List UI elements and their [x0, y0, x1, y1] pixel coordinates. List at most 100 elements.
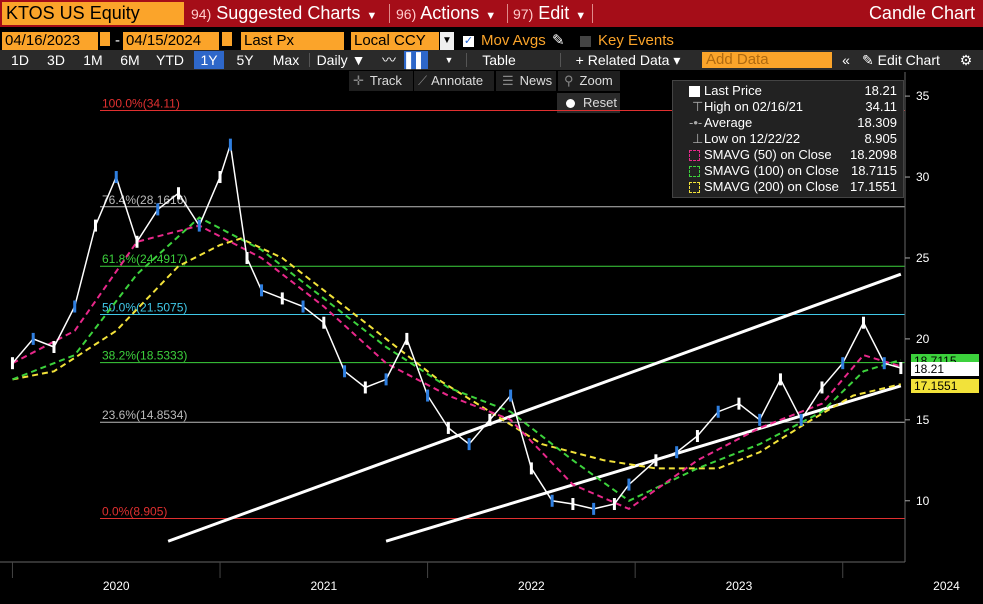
- calendar-icon[interactable]: [222, 32, 232, 46]
- chevron-down-icon[interactable]: ▼: [440, 32, 454, 50]
- fib-level-label: 100.0%(34.11): [102, 97, 180, 111]
- news-tool[interactable]: ☰ News: [496, 71, 556, 91]
- legend-last-price[interactable]: Last Price 18.21: [673, 83, 905, 99]
- news-icon: ☰: [502, 73, 514, 88]
- average-marker-icon: -•-: [689, 115, 703, 130]
- legend-average[interactable]: -•- Average 18.309: [673, 115, 905, 131]
- edit-chart-label: Edit Chart: [877, 52, 940, 68]
- actions-menu[interactable]: 96) Actions ▼: [396, 2, 496, 25]
- annotate-label: Annotate: [431, 73, 484, 88]
- line-chart-icon[interactable]: 〰: [382, 52, 396, 68]
- pencil-icon[interactable]: ✎: [552, 32, 565, 49]
- range-ytd[interactable]: YTD: [156, 52, 184, 68]
- menu-label: Actions: [420, 3, 480, 23]
- related-data-button[interactable]: + Related Data ▾: [575, 52, 681, 68]
- y-tick-label: 10: [916, 494, 930, 508]
- table-button[interactable]: Table: [482, 52, 516, 68]
- price-candle: [197, 219, 201, 232]
- price-candle: [488, 413, 492, 426]
- menu-number: 97): [513, 6, 534, 22]
- collapse-icon[interactable]: «: [842, 52, 850, 68]
- ticker-field[interactable]: KTOS US Equity: [2, 2, 184, 25]
- x-tick-label: 2023: [726, 579, 753, 593]
- range-max[interactable]: Max: [272, 52, 300, 68]
- price-candle: [301, 300, 305, 313]
- reset-button[interactable]: Reset: [557, 93, 620, 113]
- range-6m[interactable]: 6M: [120, 52, 140, 68]
- range-1m[interactable]: 1M: [83, 52, 103, 68]
- reset-label: Reset: [583, 95, 617, 110]
- legend-label: SMAVG (100) on Close: [704, 163, 839, 178]
- currency-select[interactable]: Local CCY: [351, 32, 439, 50]
- edit-chart-button[interactable]: ✎ Edit Chart: [862, 51, 952, 69]
- annotate-tool[interactable]: ⟋ Annotate: [414, 71, 494, 91]
- price-candle: [446, 421, 450, 434]
- legend-value: 18.21: [864, 83, 897, 98]
- menu-number: 94): [191, 6, 212, 22]
- candle-chart-icon[interactable]: ▌▌: [404, 51, 428, 69]
- mov-avgs-checkbox[interactable]: ✓: [463, 35, 474, 47]
- track-label: Track: [369, 73, 402, 88]
- price-candle: [156, 203, 160, 216]
- price-candle: [218, 171, 222, 184]
- price-candle: [841, 357, 845, 370]
- range-3d[interactable]: 3D: [47, 52, 65, 68]
- range-1d[interactable]: 1D: [11, 52, 29, 68]
- price-candle: [31, 332, 35, 345]
- range-1y[interactable]: 1Y: [194, 51, 224, 69]
- square-swatch-icon: [689, 86, 700, 97]
- frequency-select[interactable]: Daily ▼: [316, 52, 366, 68]
- price-candle: [280, 292, 284, 305]
- price-candle: [529, 462, 533, 475]
- low-marker-icon: ⊥: [692, 131, 704, 146]
- track-tool[interactable]: ✛ Track: [349, 71, 413, 91]
- price-candle: [343, 365, 347, 378]
- moving-average-line: [12, 224, 902, 511]
- legend-smavg-100[interactable]: SMAVG (100) on Close 18.7115: [673, 163, 905, 179]
- range-5y[interactable]: 5Y: [236, 52, 254, 68]
- legend-label: Low on 12/22/22: [704, 131, 801, 146]
- key-events-checkbox[interactable]: [580, 36, 591, 47]
- news-label: News: [519, 73, 553, 88]
- legend-low[interactable]: ⊥ Low on 12/22/22 8.905: [673, 131, 905, 147]
- price-candle: [260, 284, 264, 297]
- end-date-input[interactable]: 04/15/2024: [123, 32, 219, 50]
- date-dash: -: [115, 32, 120, 49]
- legend-label: Last Price: [704, 83, 762, 98]
- dashed-swatch-icon: [689, 182, 700, 193]
- fib-level-label: 61.8%(24.4917): [102, 252, 187, 266]
- moving-average-line: [12, 216, 902, 502]
- price-tag-last: 18.21: [911, 362, 979, 376]
- zoom-label: Zoom: [579, 73, 613, 88]
- chevron-down-icon[interactable]: ▼: [444, 55, 454, 65]
- fib-level-label: 76.4%(28.1616): [102, 193, 187, 207]
- legend-smavg-200[interactable]: SMAVG (200) on Close 17.1551: [673, 179, 905, 195]
- edit-menu[interactable]: 97) Edit ▼: [513, 2, 586, 25]
- field-select[interactable]: Last Px: [241, 32, 344, 50]
- radio-icon: [566, 99, 575, 108]
- price-candle: [135, 235, 139, 248]
- price-candle: [467, 438, 471, 451]
- key-events-label: Key Events: [598, 32, 674, 49]
- price-candle: [882, 357, 886, 370]
- x-tick-label: 2024: [933, 579, 960, 593]
- legend-smavg-50[interactable]: SMAVG (50) on Close 18.2098: [673, 147, 905, 163]
- fib-level-label: 38.2%(18.5333): [102, 349, 187, 363]
- legend-label: SMAVG (200) on Close: [704, 179, 839, 194]
- calendar-icon[interactable]: [100, 32, 110, 46]
- price-candle: [675, 446, 679, 459]
- legend-high[interactable]: ⊤ High on 02/16/21 34.11: [673, 99, 905, 115]
- suggested-charts-menu[interactable]: 94) Suggested Charts ▼: [191, 2, 377, 25]
- add-data-input[interactable]: Add Data: [702, 52, 832, 68]
- price-candle: [509, 389, 513, 402]
- price-candle: [716, 405, 720, 418]
- dashed-swatch-icon: [689, 150, 700, 161]
- zoom-tool[interactable]: ⚲ Zoom: [558, 71, 620, 91]
- start-date-input[interactable]: 04/16/2023: [2, 32, 98, 50]
- legend-label: Average: [704, 115, 753, 130]
- gear-icon[interactable]: ⚙: [959, 52, 973, 68]
- price-candle: [799, 413, 803, 426]
- crosshair-icon: ✛: [353, 73, 364, 88]
- price-candle: [737, 397, 741, 410]
- divider: [466, 53, 467, 67]
